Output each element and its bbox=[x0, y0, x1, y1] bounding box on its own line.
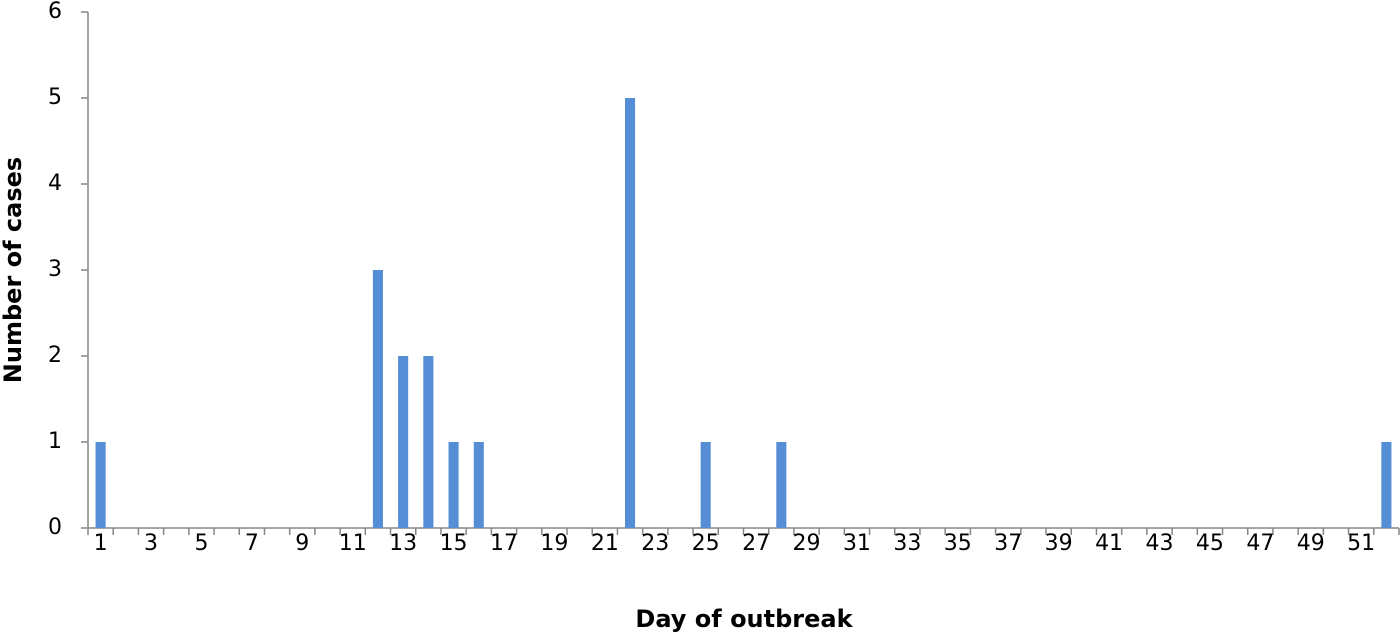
y-axis-title: Number of cases bbox=[0, 157, 27, 383]
bar bbox=[95, 442, 106, 528]
y-tick-label: 6 bbox=[48, 0, 62, 24]
x-tick-label: 15 bbox=[440, 531, 468, 556]
x-tick-label: 3 bbox=[144, 531, 158, 556]
bar bbox=[448, 442, 459, 528]
x-tick-label: 9 bbox=[295, 531, 309, 556]
bar bbox=[776, 442, 787, 528]
x-tick-label: 1 bbox=[94, 531, 108, 556]
bar bbox=[1381, 442, 1392, 528]
x-tick-label: 21 bbox=[591, 531, 619, 556]
x-tick-label: 11 bbox=[339, 531, 367, 556]
bar bbox=[700, 442, 711, 528]
y-tick-label: 0 bbox=[48, 515, 62, 540]
x-tick-label: 45 bbox=[1196, 531, 1224, 556]
x-tick-label: 35 bbox=[944, 531, 972, 556]
bar bbox=[372, 270, 383, 528]
bar bbox=[398, 356, 409, 528]
x-tick-label: 51 bbox=[1347, 531, 1375, 556]
y-tick-label: 4 bbox=[48, 171, 62, 196]
x-tick-label: 17 bbox=[490, 531, 518, 556]
x-tick-label: 49 bbox=[1297, 531, 1325, 556]
y-tick-label: 3 bbox=[48, 257, 62, 282]
x-axis-title: Day of outbreak bbox=[635, 605, 853, 633]
x-tick-label: 13 bbox=[389, 531, 417, 556]
x-tick-label: 43 bbox=[1145, 531, 1173, 556]
x-tick-label: 39 bbox=[1045, 531, 1073, 556]
x-tick-label: 47 bbox=[1246, 531, 1274, 556]
x-tick-label: 25 bbox=[692, 531, 720, 556]
y-tick-label: 5 bbox=[48, 85, 62, 110]
x-tick-label: 19 bbox=[540, 531, 568, 556]
x-tick-label: 23 bbox=[641, 531, 669, 556]
x-tick-label: 31 bbox=[843, 531, 871, 556]
bar bbox=[423, 356, 434, 528]
x-tick-label: 7 bbox=[245, 531, 259, 556]
x-tick-label: 37 bbox=[994, 531, 1022, 556]
bar bbox=[473, 442, 484, 528]
x-tick-label: 5 bbox=[194, 531, 208, 556]
x-tick-label: 41 bbox=[1095, 531, 1123, 556]
x-tick-label: 29 bbox=[793, 531, 821, 556]
y-tick-label: 2 bbox=[48, 343, 62, 368]
x-tick-label: 33 bbox=[893, 531, 921, 556]
y-tick-label: 1 bbox=[48, 429, 62, 454]
x-tick-label: 27 bbox=[742, 531, 770, 556]
bar bbox=[625, 98, 636, 528]
